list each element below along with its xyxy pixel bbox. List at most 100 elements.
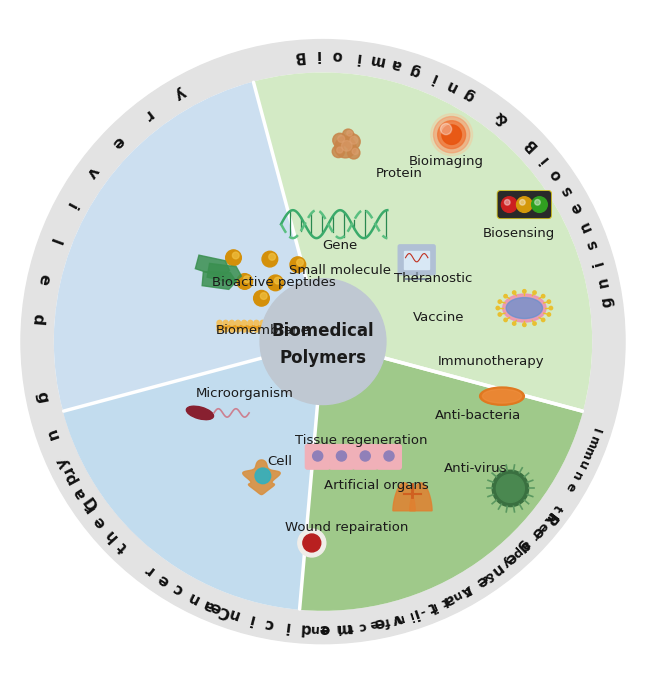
Circle shape: [533, 322, 536, 326]
Text: e: e: [473, 571, 490, 590]
Circle shape: [442, 125, 461, 144]
Text: u: u: [43, 428, 61, 444]
Text: n: n: [185, 588, 202, 606]
Text: Vaccine: Vaccine: [413, 312, 465, 324]
FancyBboxPatch shape: [306, 444, 330, 469]
Text: i: i: [406, 608, 414, 622]
Text: e: e: [155, 570, 172, 589]
Circle shape: [273, 321, 277, 326]
FancyBboxPatch shape: [498, 192, 550, 218]
Circle shape: [235, 327, 240, 332]
Circle shape: [254, 327, 259, 332]
Circle shape: [278, 327, 284, 332]
Circle shape: [266, 327, 271, 332]
Circle shape: [266, 323, 271, 329]
Circle shape: [266, 321, 271, 326]
Circle shape: [217, 321, 222, 326]
Circle shape: [290, 257, 306, 272]
Text: Small molecule: Small molecule: [289, 264, 391, 276]
Circle shape: [332, 146, 344, 158]
Text: a: a: [441, 590, 457, 608]
Circle shape: [505, 199, 510, 205]
Circle shape: [496, 475, 525, 503]
Text: a: a: [517, 537, 533, 552]
Text: &: &: [479, 568, 495, 585]
Text: Polymers: Polymers: [280, 349, 366, 368]
Text: r: r: [459, 582, 472, 598]
Text: i: i: [284, 618, 291, 634]
Circle shape: [541, 295, 545, 298]
Polygon shape: [195, 256, 229, 277]
Text: Biomedical: Biomedical: [272, 322, 374, 340]
Circle shape: [348, 147, 360, 159]
Wedge shape: [253, 73, 592, 411]
Circle shape: [273, 327, 277, 332]
Circle shape: [242, 327, 247, 332]
Circle shape: [223, 327, 228, 332]
Circle shape: [255, 468, 271, 484]
Circle shape: [535, 199, 540, 205]
Text: s: s: [558, 183, 576, 199]
Polygon shape: [393, 483, 415, 511]
Text: A: A: [459, 582, 474, 598]
Circle shape: [260, 293, 267, 300]
Ellipse shape: [503, 294, 546, 322]
Circle shape: [519, 199, 525, 205]
Ellipse shape: [506, 298, 543, 318]
Text: &: &: [492, 107, 511, 127]
Circle shape: [225, 250, 242, 265]
Text: e: e: [208, 598, 224, 616]
Text: e: e: [35, 272, 52, 286]
Text: i: i: [591, 258, 607, 267]
FancyBboxPatch shape: [398, 245, 435, 275]
Text: h: h: [102, 526, 120, 544]
Text: B: B: [521, 135, 540, 153]
Text: o: o: [332, 48, 343, 63]
Circle shape: [431, 113, 473, 155]
Circle shape: [492, 470, 528, 507]
Text: a: a: [70, 485, 89, 502]
Circle shape: [547, 313, 550, 316]
Text: t: t: [426, 598, 439, 615]
Text: e: e: [502, 550, 519, 567]
Polygon shape: [207, 263, 242, 284]
Circle shape: [54, 73, 592, 610]
Text: n: n: [568, 468, 584, 482]
Circle shape: [233, 252, 239, 259]
Polygon shape: [202, 272, 236, 289]
Text: Tissue regeneration: Tissue regeneration: [295, 435, 427, 447]
Text: t: t: [115, 539, 131, 555]
Circle shape: [313, 451, 323, 461]
Circle shape: [433, 116, 470, 153]
Text: -: -: [417, 603, 426, 617]
Circle shape: [498, 300, 501, 303]
Circle shape: [260, 327, 265, 332]
Text: g: g: [34, 391, 50, 405]
Text: v: v: [390, 610, 404, 627]
Text: r: r: [81, 500, 98, 515]
Circle shape: [547, 300, 550, 303]
Circle shape: [342, 141, 352, 151]
Text: n: n: [488, 561, 505, 579]
Circle shape: [512, 291, 516, 294]
Text: e: e: [373, 615, 386, 631]
Circle shape: [541, 318, 545, 321]
Text: o: o: [547, 166, 565, 183]
Circle shape: [260, 323, 265, 329]
Text: f: f: [382, 614, 391, 628]
Circle shape: [335, 136, 356, 158]
Text: n: n: [443, 76, 459, 94]
Circle shape: [267, 275, 284, 290]
Circle shape: [350, 136, 358, 144]
Circle shape: [229, 321, 234, 326]
Circle shape: [344, 134, 360, 150]
Text: n: n: [308, 622, 318, 635]
Circle shape: [242, 321, 247, 326]
Circle shape: [273, 323, 277, 329]
Text: Gene: Gene: [322, 239, 357, 251]
Text: e: e: [563, 480, 578, 494]
FancyBboxPatch shape: [404, 251, 430, 269]
FancyBboxPatch shape: [377, 444, 401, 469]
Text: Bioimaging: Bioimaging: [408, 155, 484, 168]
Circle shape: [248, 323, 253, 329]
